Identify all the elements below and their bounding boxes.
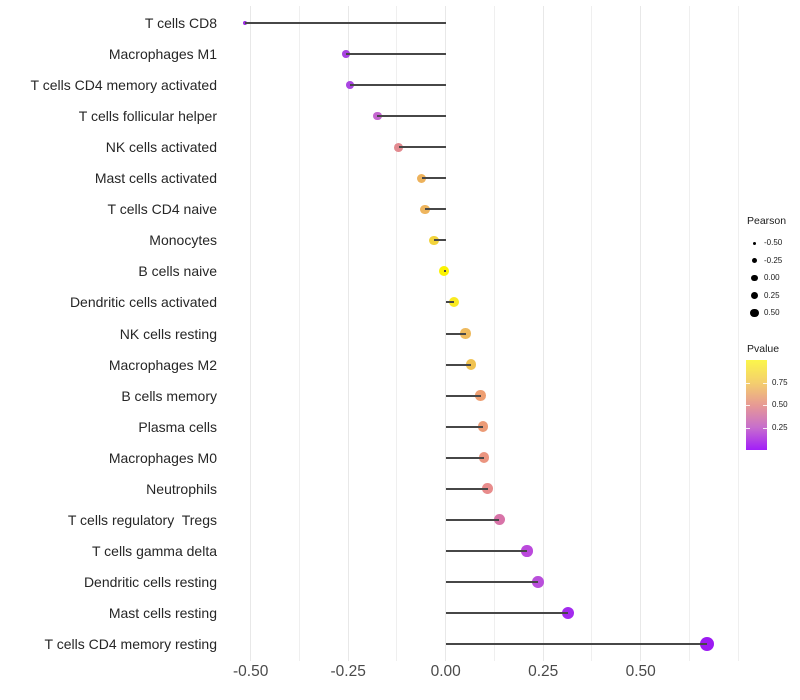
lollipop-point [482,483,494,495]
lollipop-stem [445,580,538,583]
lollipop-stem [445,425,484,428]
minor-gridline [396,6,398,661]
lollipop-stem [445,487,488,490]
minor-gridline [591,6,593,661]
lollipop-point [699,636,715,652]
size-legend-label: 0.25 [764,290,780,300]
lollipop-stem [445,549,528,552]
major-gridline [640,6,642,661]
colorbar-tick [746,427,750,429]
size-legend-dot [752,258,757,263]
lollipop-stem [445,456,484,459]
lollipop-stem [377,115,446,118]
lollipop-point [477,421,489,432]
x-tick-label: -0.50 [233,663,269,680]
category-label: T cells gamma delta [91,542,217,559]
category-label: B cells memory [121,387,217,404]
size-legend-label: 0.00 [764,273,780,282]
pvalue-colorbar [746,360,767,450]
size-legend-dot [750,291,759,300]
category-label: Macrophages M1 [108,46,217,63]
category-label: Macrophages M2 [108,356,217,373]
colorbar-tick-label: 0.25 [772,422,788,432]
colorbar-tick [763,427,767,429]
category-label: T cells CD8 [144,15,217,31]
lollipop-stem [445,518,500,521]
lollipop-stem [345,53,446,56]
category-label: Neutrophils [146,480,217,497]
lollipop-point [493,514,505,526]
major-gridline [250,6,252,661]
category-label: T cells CD4 memory resting [44,636,217,652]
category-label: Macrophages M0 [108,449,217,466]
major-gridline [347,6,349,661]
minor-gridline [493,6,495,661]
category-label: Monocytes [149,232,217,249]
lollipop-point [562,606,575,620]
size-legend-label: 0.50 [764,308,780,317]
size-legend-dot [750,308,759,318]
x-tick-label: 0.25 [528,663,559,680]
colorbar-tick [746,405,750,406]
lollipop-stem [445,332,466,335]
lollipop-stem [445,363,472,366]
lollipop-stem [350,84,446,87]
x-tick-label: 0.00 [430,663,461,680]
x-tick-label: -0.25 [330,663,366,680]
category-label: NK cells activated [105,139,217,156]
lollipop-stem [398,146,446,149]
size-legend-title: Pearson [747,215,787,227]
x-tick-label: 0.50 [625,663,656,680]
category-label: Plasma cells [138,418,217,435]
size-legend-dot [753,241,756,245]
category-label: T cells follicular helper [78,108,217,125]
colorbar-tick [746,382,750,384]
lollipop-stem [445,301,455,304]
size-legend-dot [751,274,758,282]
category-label: T cells CD4 memory activated [30,77,217,94]
lollipop-point [478,452,490,464]
category-label: Dendritic cells activated [69,294,217,311]
category-label: NK cells resting [119,325,217,342]
lollipop-point [416,173,427,183]
color-legend-title: Pvalue [747,343,780,355]
lollipop-point [449,297,460,308]
lollipop-point [465,359,477,370]
colorbar-tick-label: 0.75 [772,377,788,387]
minor-gridline [688,6,690,661]
major-gridline [542,6,544,661]
lollipop-point [438,266,449,277]
lollipop-point [531,576,544,588]
size-legend-label: -0.25 [764,255,783,265]
lollipop-stem [445,611,569,614]
category-label: Dendritic cells resting [83,573,217,590]
lollipop-stem [445,643,707,645]
lollipop-stem [421,177,446,180]
category-label: B cells naive [138,263,217,280]
lollipop-stem [434,239,446,242]
category-label: Mast cells activated [94,170,217,187]
colorbar-tick-label: 0.50 [772,400,788,409]
lollipop-point [460,328,471,339]
colorbar-tick [763,382,767,384]
minor-gridline [737,6,739,661]
category-label: T cells CD4 naive [107,201,217,218]
size-legend-label: -0.50 [764,238,783,247]
lollipop-point [429,235,439,246]
colorbar-tick [763,405,767,406]
lollipop-stem [445,394,481,397]
lollipop-point [342,50,350,58]
lollipop-stem [244,22,446,24]
lollipop-point [475,390,487,401]
lollipop-point [521,545,533,557]
minor-gridline [298,6,300,661]
category-label: T cells regulatory Tregs [67,511,217,528]
lollipop-stem [425,208,446,211]
category-label: Mast cells resting [108,604,217,621]
lollipop-stem [443,270,446,273]
